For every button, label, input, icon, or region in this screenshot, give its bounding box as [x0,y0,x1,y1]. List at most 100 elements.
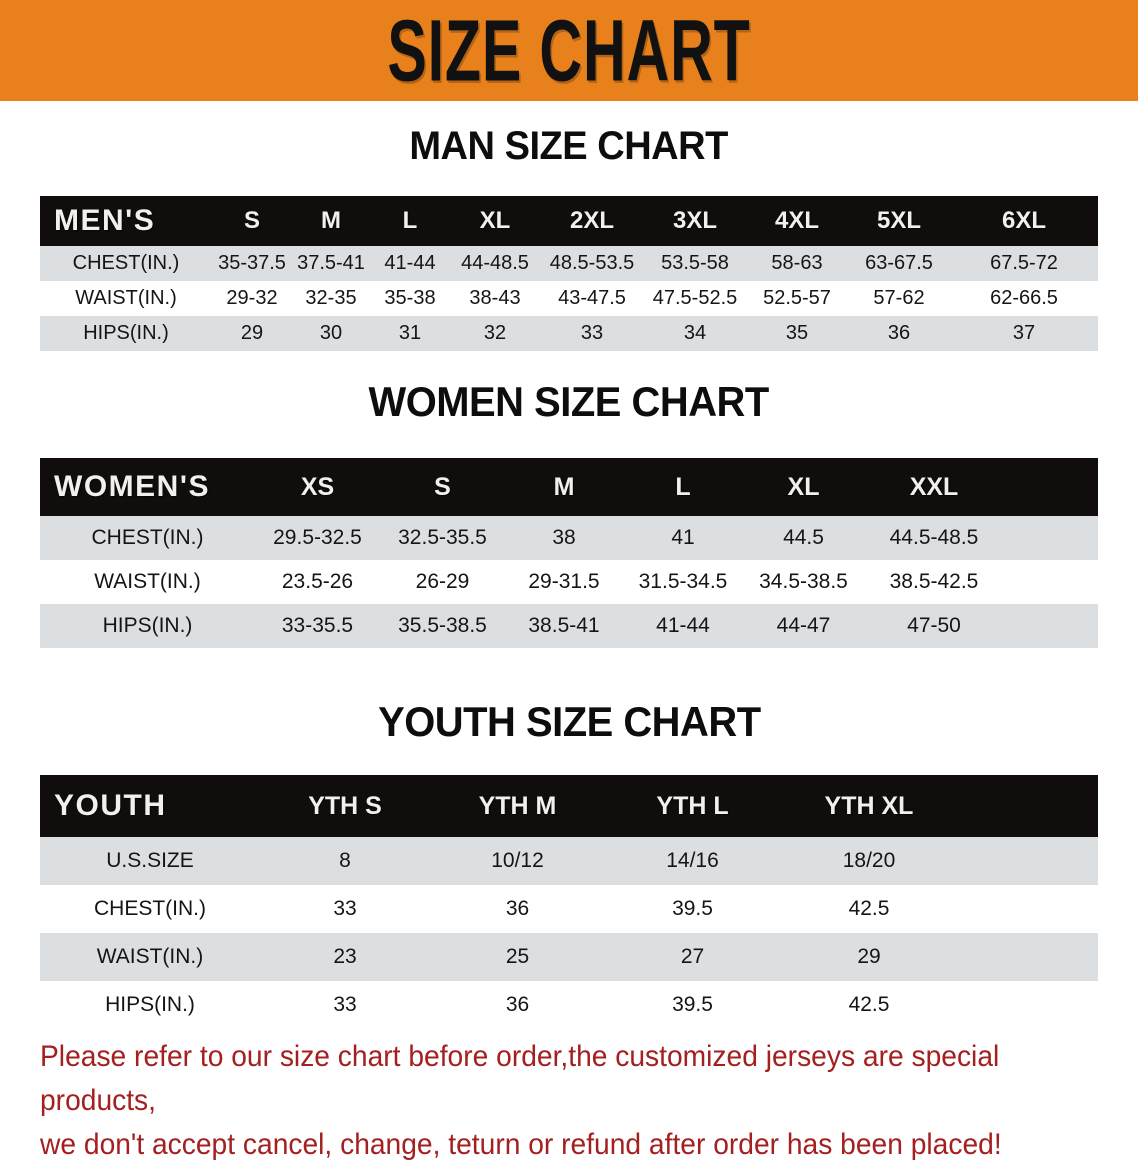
men-cell: 29-32 [226,287,278,309]
women-cell: 26-29 [415,570,470,593]
women-corner-label: WOMEN'S [54,470,210,503]
disclaimer-text: Please refer to our size chart before or… [40,1035,1100,1167]
table-row: WAIST(IN.) 29-32 32-35 35-38 38-43 43-47… [40,281,1098,316]
youth-size-table: YOUTH YTH S YTH M YTH L YTH XL U.S.SIZE … [40,775,1098,1029]
men-cell: 67.5-72 [990,252,1058,274]
youth-cell: 25 [505,945,530,968]
youth-column-header: YTH L [656,791,729,820]
men-cell: 31 [398,322,422,344]
women-column-header: XXL [909,472,959,501]
men-cell: 48.5-53.5 [549,252,635,274]
youth-cell: 39.5 [672,897,713,920]
men-cell: 58-63 [771,252,823,274]
women-cell: 44.5 [783,526,824,549]
men-cell: 62-66.5 [990,287,1058,309]
women-cell: 29.5-32.5 [273,526,362,549]
man-section-title: MAN SIZE CHART [0,124,1138,169]
men-cell: 36 [887,322,911,344]
women-header-row: WOMEN'S XS S M L XL XXL [40,458,1098,516]
men-row-label: WAIST(IN.) [75,287,177,309]
table-row: HIPS(IN.) 29 30 31 32 33 34 35 36 37 [40,316,1098,351]
youth-cell-spacer [958,981,1098,1029]
women-cell: 33-35.5 [281,614,354,637]
banner-title: SIZE CHART [387,0,751,99]
size-chart-banner: SIZE CHART [0,0,1138,101]
youth-cell: 33 [333,897,357,920]
men-column-header: 2XL [569,207,614,234]
men-column-header: 5XL [876,207,921,234]
men-cell: 37 [1012,322,1036,344]
women-cell: 38.5-42.5 [889,570,979,593]
man-section-title-text: MAN SIZE CHART [409,124,729,168]
disclaimer-line-1: Please refer to our size chart before or… [40,1040,1000,1117]
women-cell-spacer [1004,560,1098,604]
men-cell: 32 [483,322,507,344]
women-cell-spacer [1004,604,1098,648]
men-header-row: MEN'S S M L XL 2XL 3XL 4XL 5XL 6XL [40,196,1098,246]
men-column-header: XL [479,207,511,234]
table-row: CHEST(IN.) 35-37.5 37.5-41 41-44 44-48.5… [40,246,1098,281]
men-row-label: CHEST(IN.) [72,252,180,274]
youth-cell: 27 [680,945,705,968]
table-row: HIPS(IN.) 33-35.5 35.5-38.5 38.5-41 41-4… [40,604,1098,648]
women-column-header: L [675,472,691,501]
women-cell: 38 [552,526,576,549]
youth-cell: 29 [857,945,881,968]
youth-cell: 14/16 [666,849,719,872]
women-column-header: S [434,472,451,501]
youth-cell: 42.5 [848,993,890,1016]
youth-cell-spacer [958,933,1098,981]
youth-cell: 42.5 [848,897,890,920]
men-cell: 43-47.5 [558,287,626,309]
men-cell: 57-62 [873,287,925,309]
youth-cell: 10/12 [491,849,544,872]
women-cell-spacer [1004,516,1098,560]
women-column-header: XS [300,472,335,501]
men-cell: 38-43 [469,287,521,309]
men-size-table: MEN'S S M L XL 2XL 3XL 4XL 5XL 6XL CHEST… [40,196,1098,351]
men-cell: 63-67.5 [865,252,933,274]
youth-column-header: YTH S [308,791,382,820]
youth-column-header: YTH XL [824,791,914,820]
table-row: HIPS(IN.) 33 36 39.5 42.5 [40,981,1098,1029]
men-cell: 29 [240,322,264,344]
women-header-spacer [1004,458,1098,516]
men-column-header: 4XL [774,207,819,234]
men-column-header: L [402,207,418,234]
table-row: WAIST(IN.) 23.5-26 26-29 29-31.5 31.5-34… [40,560,1098,604]
women-cell: 23.5-26 [281,570,354,593]
men-cell: 34 [683,322,707,344]
youth-cell: 36 [505,993,530,1016]
youth-column-header: YTH M [478,791,557,820]
women-size-table: WOMEN'S XS S M L XL XXL CHEST(IN.) 29.5-… [40,458,1098,648]
men-cell: 37.5-41 [297,252,365,274]
women-cell: 38.5-41 [528,614,600,637]
women-cell: 41 [671,526,695,549]
men-cell: 32-35 [305,287,357,309]
youth-section-title: YOUTH SIZE CHART [0,698,1138,746]
youth-corner-label: YOUTH [54,789,167,822]
women-cell: 32.5-35.5 [398,526,487,549]
women-column-header: M [553,472,575,501]
men-cell: 35-37.5 [218,252,286,274]
women-cell: 41-44 [656,614,710,637]
disclaimer-line-2: we don't accept cancel, change, teturn o… [40,1128,1002,1161]
youth-cell: 33 [333,993,357,1016]
men-cell: 47.5-52.5 [652,287,738,309]
women-cell: 35.5-38.5 [398,614,487,637]
women-cell: 34.5-38.5 [759,570,848,593]
women-cell: 29-31.5 [528,570,600,593]
men-cell: 30 [319,322,343,344]
men-column-header: 3XL [672,207,717,234]
men-cell: 53.5-58 [661,252,729,274]
women-section-title: WOMEN SIZE CHART [0,378,1138,426]
women-column-header: XL [787,472,820,501]
men-column-header: M [321,207,341,234]
women-row-label: CHEST(IN.) [91,526,204,549]
women-row-label: WAIST(IN.) [94,570,201,593]
women-cell: 47-50 [907,614,961,637]
youth-cell: 39.5 [672,993,713,1016]
men-cell: 52.5-57 [763,287,831,309]
youth-cell: 23 [333,945,357,968]
youth-section-title-text: YOUTH SIZE CHART [377,698,761,745]
